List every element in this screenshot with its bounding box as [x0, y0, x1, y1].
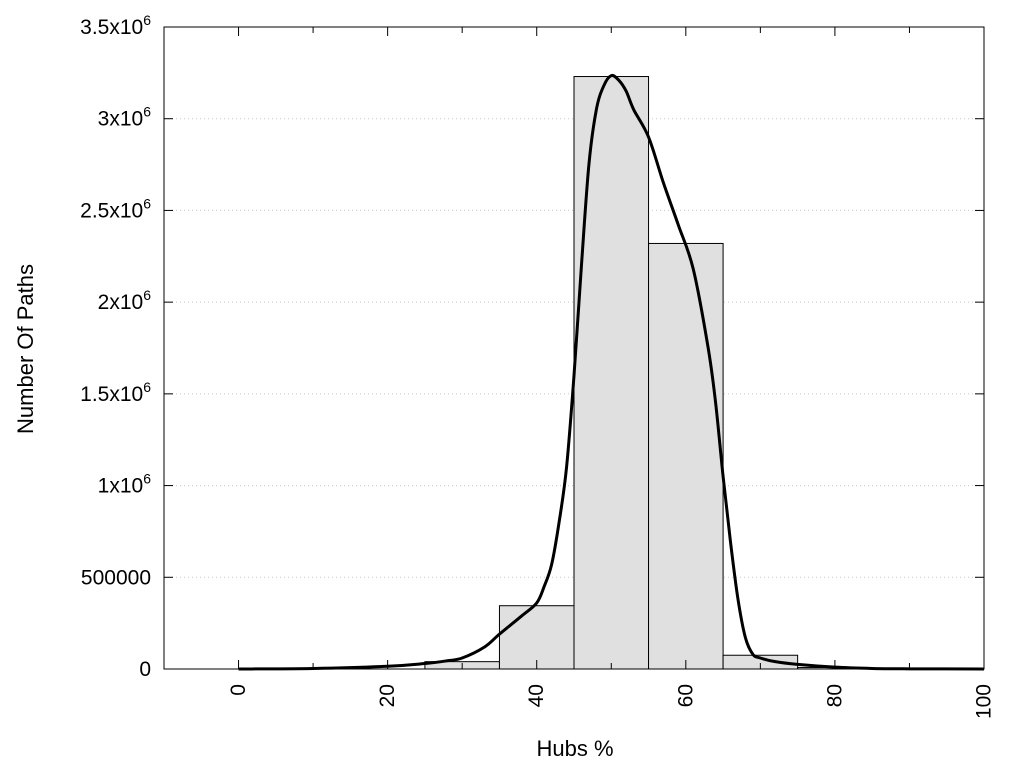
y-tick-label: 1x106	[98, 471, 152, 498]
x-tick-label: 20	[376, 684, 399, 707]
y-tick-label: 2x106	[98, 287, 152, 314]
y-tick-label: 2.5x106	[80, 195, 151, 222]
histogram-bar	[573, 76, 650, 670]
y-tick-label: 1.5x106	[80, 379, 151, 406]
histogram-bar	[498, 605, 575, 670]
histogram-bar	[648, 242, 724, 670]
x-tick-label: 80	[823, 684, 846, 707]
fit-curve	[238, 73, 985, 671]
x-axis-ticks: 0 20 40 60 80 100	[227, 27, 996, 719]
y-tick-label: 500000	[81, 566, 151, 589]
y-tick-label: 3.5x106	[80, 12, 151, 39]
fit-curve-layer	[238, 73, 985, 671]
y-tick-label: 3x106	[98, 104, 152, 131]
x-axis-title: Hubs %	[536, 736, 613, 761]
x-tick-label: 60	[674, 684, 697, 707]
plot-frame	[163, 26, 985, 670]
x-tick-label: 40	[525, 684, 548, 707]
y-tick-label: 0	[139, 658, 151, 681]
x-tick-label: 100	[973, 684, 996, 719]
y-axis-title: Number Of Paths	[13, 264, 38, 434]
histogram-bars	[424, 76, 873, 670]
grid-lines	[164, 118, 984, 578]
x-tick-label: 0	[227, 684, 250, 696]
y-axis-ticks: 0 500000 1x106 1.5x106 2x106 2.5x106 3x106 3.5x…	[80, 12, 984, 681]
